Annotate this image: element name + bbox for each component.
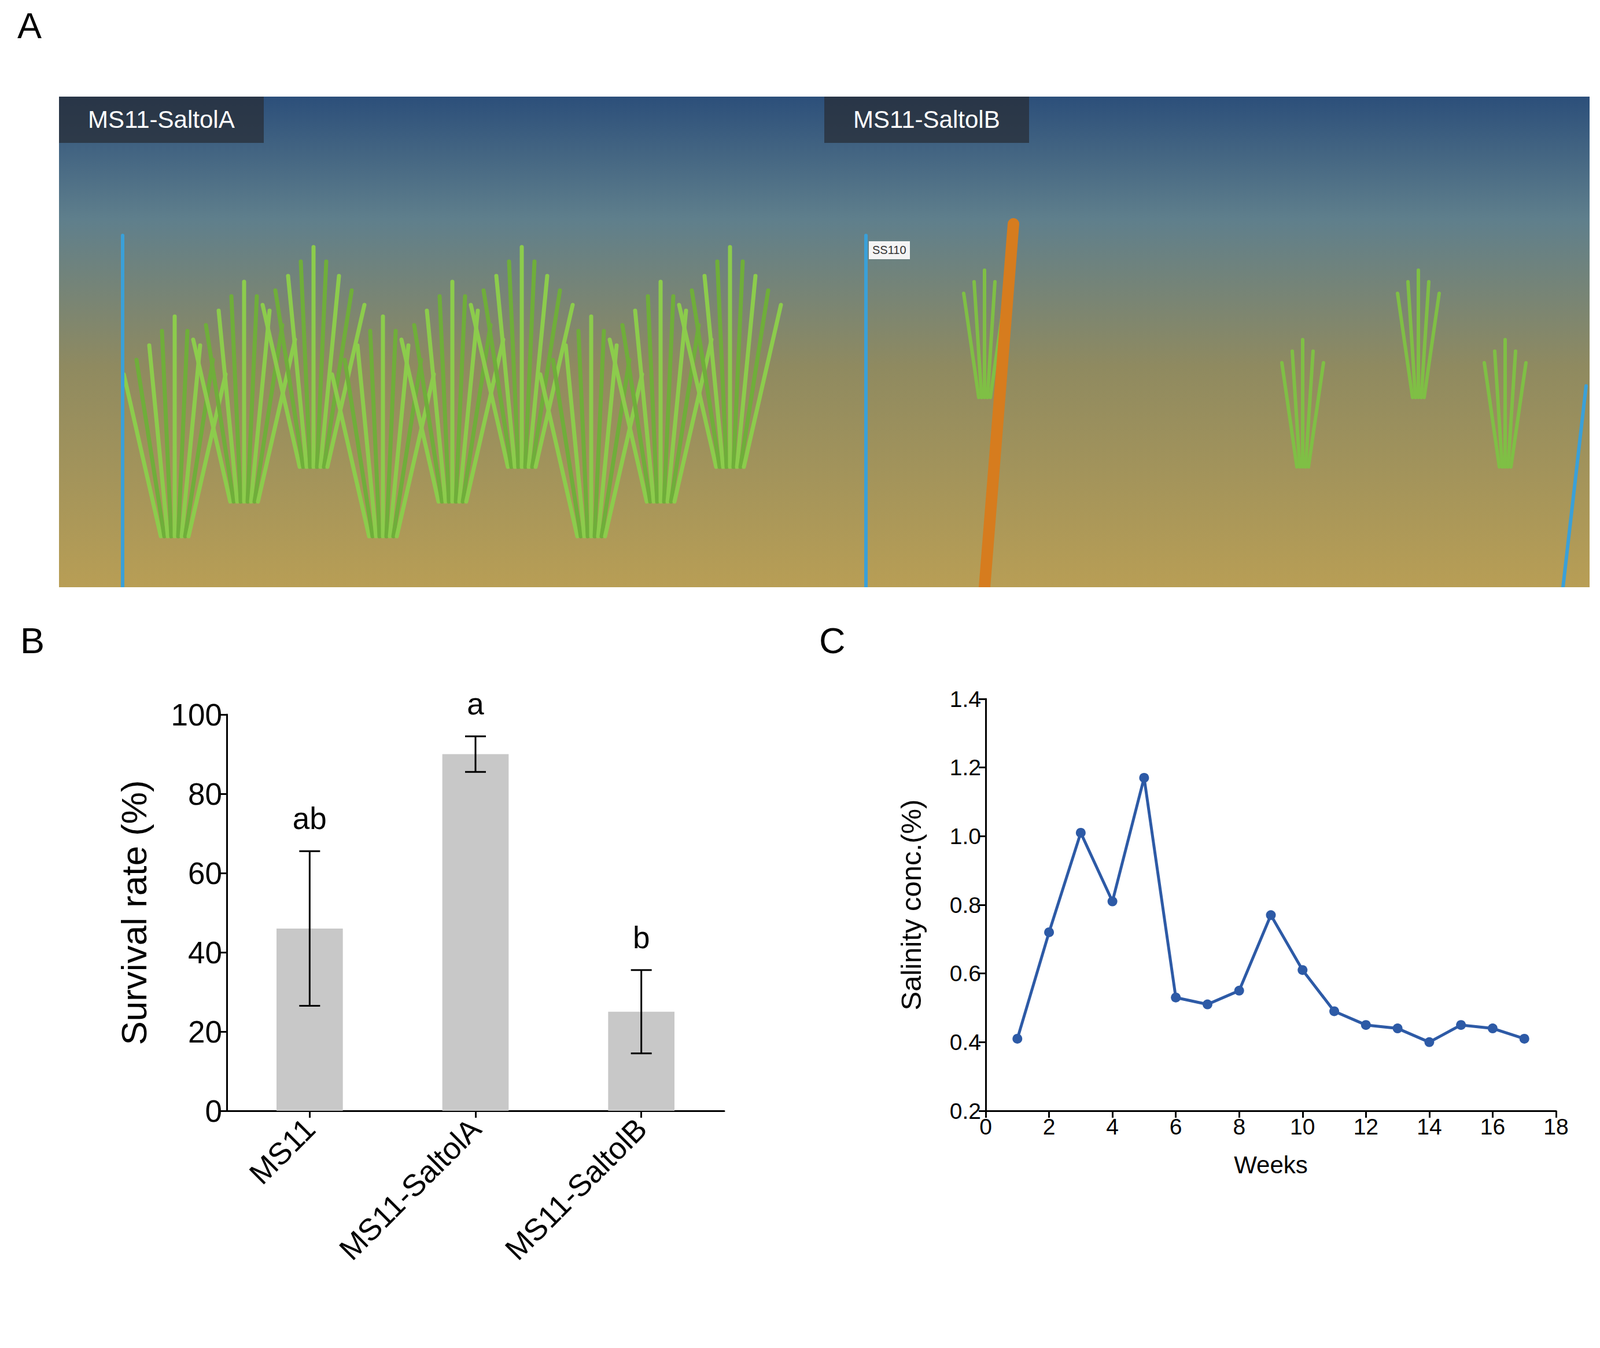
html-text:SS110: SS110	[872, 243, 907, 257]
svg-text:8: 8	[1232, 1114, 1246, 1139]
svg-text:1.0: 1.0	[949, 823, 982, 849]
svg-text:Survival rate (%): Survival rate (%)	[113, 779, 154, 1045]
svg-text:0.4: 0.4	[949, 1029, 982, 1055]
svg-text:60: 60	[187, 856, 223, 891]
svg-text:16: 16	[1480, 1114, 1506, 1139]
svg-text:0.6: 0.6	[949, 960, 982, 986]
svg-text:1.2: 1.2	[949, 754, 982, 780]
svg-text:a: a	[466, 686, 485, 721]
svg-text:MS11-SaltolB: MS11-SaltolB	[498, 1111, 654, 1267]
svg-text:10: 10	[1289, 1114, 1315, 1139]
svg-text:Salinity conc.(%): Salinity conc.(%)	[895, 799, 927, 1011]
svg-text:1.4: 1.4	[949, 686, 982, 712]
svg-text:0.2: 0.2	[949, 1098, 982, 1124]
svg-text:4: 4	[1106, 1114, 1119, 1139]
svg-text:18: 18	[1543, 1114, 1569, 1139]
svg-text:40: 40	[187, 935, 223, 970]
svg-text:100: 100	[171, 697, 223, 732]
svg-text:0: 0	[205, 1093, 223, 1128]
html-text:MS11-SaltolA: MS11-SaltolA	[87, 105, 235, 134]
svg-text:MS11-SaltolA: MS11-SaltolA	[332, 1111, 488, 1267]
svg-text:ab: ab	[292, 801, 327, 836]
svg-text:80: 80	[187, 776, 223, 811]
svg-text:B: B	[20, 620, 45, 661]
svg-text:6: 6	[1169, 1114, 1183, 1139]
svg-text:2: 2	[1042, 1114, 1056, 1139]
svg-text:b: b	[632, 920, 650, 955]
svg-text:MS11: MS11	[242, 1111, 322, 1191]
svg-text:C: C	[819, 620, 846, 661]
svg-text:20: 20	[187, 1014, 223, 1049]
svg-text:12: 12	[1353, 1114, 1379, 1139]
svg-text:0.8: 0.8	[949, 892, 982, 918]
html-text:A: A	[17, 5, 42, 46]
svg-text:14: 14	[1416, 1114, 1442, 1139]
svg-text:0: 0	[979, 1114, 993, 1139]
html-text:MS11-SaltolB: MS11-SaltolB	[853, 105, 1000, 134]
svg-text:Weeks: Weeks	[1233, 1151, 1308, 1179]
